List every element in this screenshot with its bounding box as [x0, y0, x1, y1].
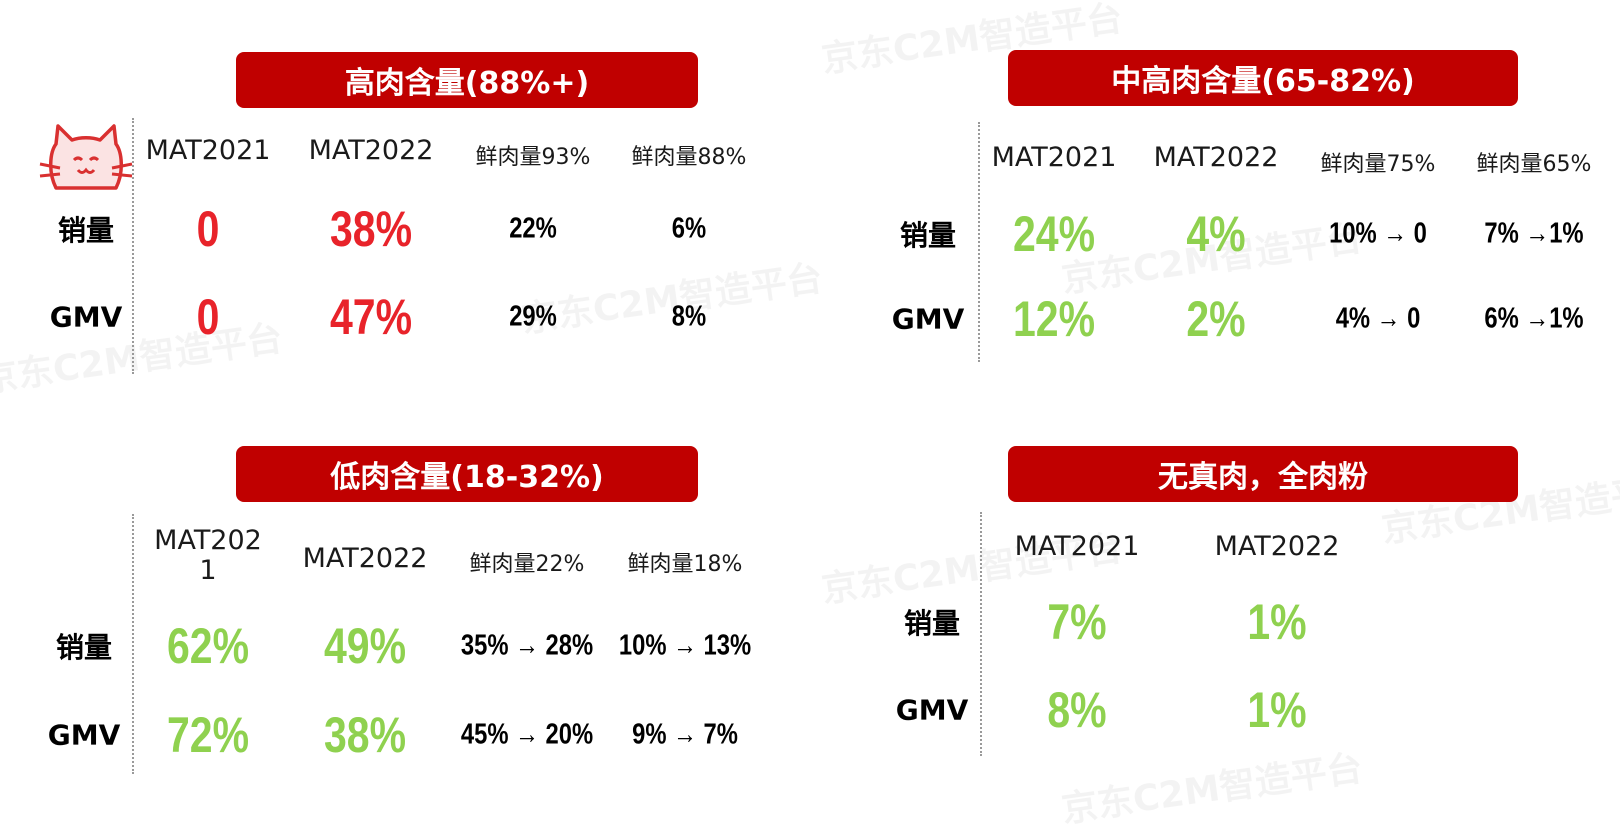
row-label-sales: 销量: [57, 214, 115, 247]
value-cell: 22%: [509, 212, 557, 245]
value-cell: 7%: [1047, 594, 1107, 650]
value-cell: 7% →1%: [1484, 217, 1584, 250]
divider: [132, 118, 134, 374]
column-header: 鲜肉量65%: [1476, 152, 1592, 177]
column-header: 鲜肉量18%: [627, 552, 743, 577]
value-cell: 72%: [166, 707, 250, 763]
column-header: MAT2022: [1153, 142, 1279, 173]
row-label-gmv: GMV: [895, 693, 969, 727]
value-cell: 47%: [329, 289, 413, 345]
value-cell: 0: [196, 201, 220, 257]
value-cell: 4% → 0: [1335, 302, 1421, 335]
row-label-gmv: GMV: [49, 300, 123, 334]
watermark-text: 京东C2M智造平台: [1058, 739, 1366, 833]
divider: [978, 122, 980, 362]
value-cell: 29%: [509, 300, 557, 333]
row-label-gmv: GMV: [891, 302, 965, 336]
value-cell: 49%: [323, 618, 407, 674]
panel-title-no-real-meat: 无真肉，全肉粉: [1008, 446, 1518, 502]
row-label-sales: 销量: [903, 607, 961, 640]
column-header: MAT2021: [1014, 531, 1140, 562]
column-header: 鲜肉量93%: [475, 145, 591, 170]
value-cell: 12%: [1012, 291, 1096, 347]
value-cell: 9% → 7%: [632, 718, 738, 751]
value-cell: 1%: [1247, 594, 1307, 650]
value-cell: 8%: [671, 300, 707, 333]
column-header: 鲜肉量75%: [1320, 152, 1436, 177]
row-label-sales: 销量: [899, 219, 957, 252]
column-header: 鲜肉量88%: [631, 145, 747, 170]
value-cell: 0: [196, 289, 220, 345]
divider: [980, 512, 982, 756]
watermark-text: 京东C2M智造平台: [0, 309, 285, 403]
panel-title-low-meat: 低肉含量(18-32%): [236, 446, 698, 502]
column-header: 鲜肉量22%: [469, 552, 585, 577]
value-cell: 6% →1%: [1484, 302, 1584, 335]
row-label-sales: 销量: [55, 631, 113, 664]
value-cell: 24%: [1012, 206, 1096, 262]
row-label-gmv: GMV: [47, 718, 121, 752]
value-cell: 38%: [323, 707, 407, 763]
value-cell: 62%: [166, 618, 250, 674]
column-header: MAT2021: [145, 135, 271, 166]
column-header: MAT2022: [1214, 531, 1340, 562]
value-cell: 4%: [1186, 206, 1246, 262]
value-cell: 8%: [1047, 682, 1107, 738]
column-header: MAT2021: [991, 142, 1117, 173]
value-cell: 45% → 20%: [460, 718, 594, 751]
column-header: MAT2022: [302, 543, 428, 574]
value-cell: 38%: [329, 201, 413, 257]
value-cell: 10% → 0: [1329, 217, 1427, 250]
column-header: MAT202 1: [154, 525, 262, 586]
value-cell: 1%: [1247, 682, 1307, 738]
value-cell: 35% → 28%: [460, 629, 594, 662]
value-cell: 2%: [1186, 291, 1246, 347]
column-header: MAT2022: [308, 135, 434, 166]
panel-title-high-meat: 高肉含量(88%+): [236, 52, 698, 108]
divider: [132, 514, 134, 774]
value-cell: 10% → 13%: [618, 629, 752, 662]
panel-title-mid-high-meat: 中高肉含量(65-82%): [1008, 50, 1518, 106]
value-cell: 6%: [671, 212, 707, 245]
cat-logo-icon: [39, 124, 133, 190]
